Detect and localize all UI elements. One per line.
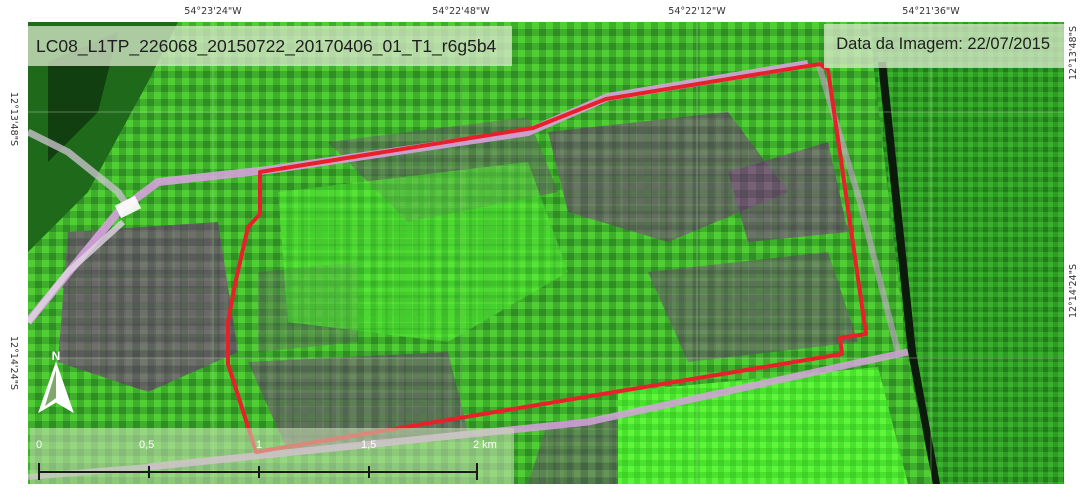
satellite-imagery-layer — [28, 22, 1064, 484]
longitude-label: 54°23'24"W — [184, 6, 242, 17]
scale-tick-label: 1,5 — [361, 439, 376, 451]
scale-tick-label: 0 — [36, 439, 42, 451]
longitude-label: 54°21'36"W — [902, 6, 960, 17]
scene-id-label: LC08_L1TP_226068_20150722_20170406_01_T1… — [28, 26, 513, 66]
longitude-label: 54°22'48"W — [432, 6, 490, 17]
latitude-label: 12°14'24"S — [1068, 264, 1079, 319]
scale-bar-graphic: 0 0,5 1 1,5 2 km — [36, 439, 497, 480]
image-date-label: Data da Imagem: 22/07/2015 — [824, 24, 1064, 68]
north-arrow-icon: N — [38, 349, 74, 414]
longitude-label: 54°22'12"W — [668, 6, 726, 17]
scale-tick-label: 1 — [256, 439, 262, 451]
study-area-boundary — [226, 62, 868, 454]
latitude-label: 12°13'48"S — [8, 92, 19, 147]
north-arrow: N — [34, 348, 78, 418]
scale-tick-label: 2 km — [473, 439, 497, 451]
scale-bar: 0 0,5 1 1,5 2 km — [30, 428, 514, 484]
latitude-label: 12°14'24"S — [8, 336, 19, 391]
north-label: N — [52, 349, 61, 363]
satellite-image: LC08_L1TP_226068_20150722_20170406_01_T1… — [28, 22, 1064, 484]
scale-tick-label: 0,5 — [139, 439, 154, 451]
latitude-label: 12°13'48"S — [1068, 26, 1079, 81]
